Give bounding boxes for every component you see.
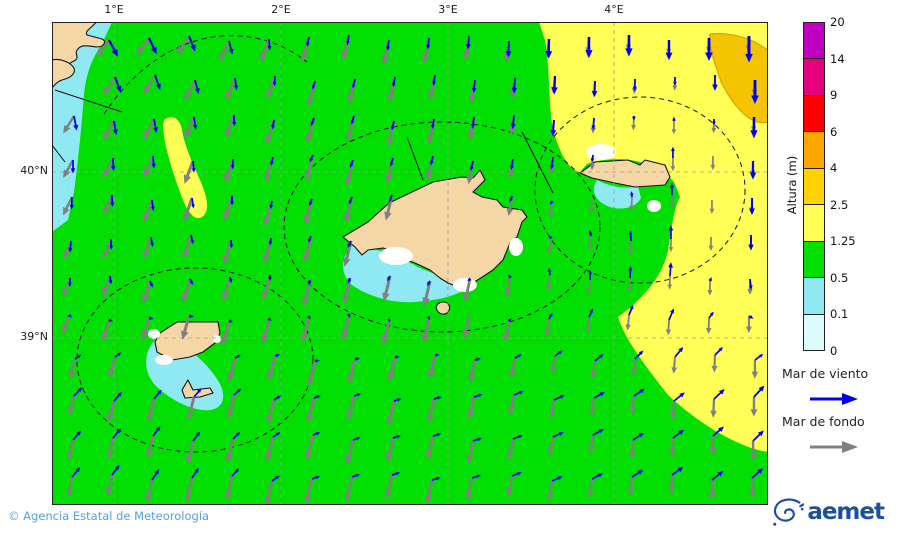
colorbar-segment [804, 205, 824, 242]
x-tick-label: 3°E [438, 3, 458, 16]
wind-sea-arrow-icon [810, 393, 858, 405]
islet-cabrera [435, 301, 451, 315]
colorbar-boundary-label: 0.1 [830, 307, 849, 322]
colorbar-tick-labels: 20 14 9 6 4 2.5 1.25 0.5 0.1 0 [830, 15, 880, 358]
colorbar-segment [804, 23, 824, 60]
colorbar-segment [804, 241, 824, 279]
colorbar-segment [804, 168, 824, 206]
coastal-yellow-patch [163, 117, 208, 219]
y-tick-label: 39°N [20, 330, 48, 343]
colorbar-boundary-label: 2.5 [830, 197, 849, 212]
colorbar-boundary-label: 0 [830, 344, 838, 358]
colorbar-boundary-label: 20 [830, 15, 845, 29]
moderate-wave-region [539, 22, 768, 452]
copyright-text: © Agencia Estatal de Meteorología [8, 509, 210, 523]
land-masses [52, 22, 671, 399]
map-area [52, 22, 768, 505]
colorbar-title: Altura (m) [785, 155, 799, 215]
wind-and-swell-arrows [61, 34, 765, 505]
legend-swell-label: Mar de fondo [782, 414, 865, 429]
land-mainland-cape [52, 58, 75, 89]
colorbar-segment [804, 314, 824, 350]
colorbar-boundary-label: 1.25 [830, 234, 856, 249]
colorbar-boundary-label: 6 [830, 124, 838, 139]
map-svg [52, 22, 768, 505]
x-tick-label: 2°E [271, 3, 291, 16]
wave-height-colorbar [803, 22, 825, 351]
graticule [52, 22, 768, 505]
aemet-logo-text: aemet [807, 498, 885, 525]
x-tick-label: 4°E [604, 3, 624, 16]
x-tick-label: 1°E [104, 3, 124, 16]
colorbar-segment [804, 278, 824, 315]
y-tick-label: 40°N [20, 164, 48, 177]
aemet-logo-swirl-icon [773, 498, 805, 526]
white-patches [148, 144, 661, 365]
colorbar-boundary-label: 9 [830, 88, 838, 103]
colorbar-boundary-label: 0.5 [830, 270, 849, 285]
calm-patch-palma-bay [343, 245, 472, 303]
colorbar-boundary-label: 14 [830, 51, 845, 66]
colorbar-boundary-label: 4 [830, 161, 838, 176]
aemet-logo: aemet [771, 496, 885, 528]
island-menorca [579, 159, 671, 188]
swell-arrow-icon [810, 441, 858, 453]
colorbar-segment [804, 95, 824, 133]
map-frame [52, 22, 768, 505]
colorbar-segment [804, 132, 824, 169]
zone-boundaries [52, 35, 746, 453]
island-formentera [181, 379, 214, 399]
legend-wind-sea-label: Mar de viento [782, 366, 869, 381]
colorbar-segment [804, 59, 824, 96]
calm-patch-south-menorca [593, 180, 641, 209]
